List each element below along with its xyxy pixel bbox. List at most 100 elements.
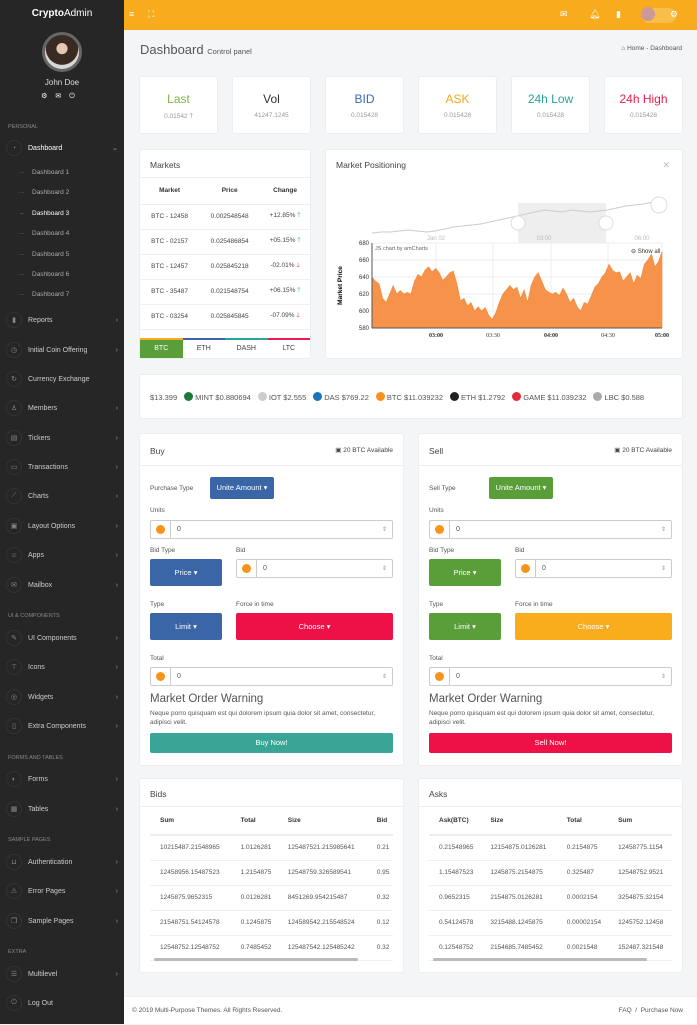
ticker-item[interactable]: DAS $769.22 xyxy=(313,392,369,402)
avatar[interactable] xyxy=(42,32,82,72)
sidebar-subitem[interactable]: ··· Dashboard 1 xyxy=(18,169,70,176)
bid_val-input[interactable]: 0 ⇕ xyxy=(236,559,393,578)
fullscreen-icon[interactable]: ⛶ xyxy=(148,9,155,19)
sidebar-item-members[interactable]: ♙ Members › xyxy=(6,399,118,417)
unit-type-dropdown[interactable]: Unite Amount ▾ xyxy=(210,477,274,499)
order-type-dropdown[interactable]: Limit ▾ xyxy=(150,613,222,640)
table-row[interactable]: 12548752.12548752 0.7485452 125487542.1254… xyxy=(150,935,393,961)
order-type-dropdown[interactable]: Limit ▾ xyxy=(429,613,501,640)
tab-eth[interactable]: ETH xyxy=(182,338,225,358)
sidebar-subitem[interactable]: ··· Dashboard 4 xyxy=(18,230,70,238)
table-row[interactable]: 0.54124578 3215488.1245875 0.00002154 12457… xyxy=(429,910,672,936)
sidebar-item-multilevel[interactable]: ☰ Multilevel › xyxy=(6,965,118,983)
force-in-time-dropdown[interactable]: Choose ▾ xyxy=(515,613,672,640)
tab-dash[interactable]: DASH xyxy=(225,338,268,358)
table-row[interactable]: 21548751.54124578 0.1245875 124589542.2155… xyxy=(150,910,393,936)
sidebar-item-widgets[interactable]: ◎ Widgets › xyxy=(6,688,118,706)
menu-toggle-icon[interactable]: ≡ xyxy=(129,9,135,19)
sidebar-item-dashboard[interactable]: ◔ Dashboard ⌄ xyxy=(6,139,118,157)
units_val-input[interactable]: 0 ⇕ xyxy=(150,520,393,539)
ticker-item[interactable]: $13.399 xyxy=(150,392,178,402)
tab-ltc[interactable]: LTC xyxy=(267,338,310,358)
ticker-item[interactable]: ETH $1.2792 xyxy=(450,392,505,402)
close-icon[interactable]: ✕ xyxy=(662,160,670,170)
spinner-icon[interactable]: ⇕ xyxy=(661,566,667,572)
table-row[interactable]: BTC - 02157 0.025486854 +05.15% 🡑 xyxy=(140,229,310,255)
breadcrumb-home[interactable]: Home xyxy=(627,45,645,52)
sidebar-item-tickers[interactable]: ▤ Tickers › xyxy=(6,429,118,447)
notification-bell-icon[interactable]: 🔔︎ xyxy=(589,9,601,19)
table-row[interactable]: 10215487.21548965 1.0126281 125487521.2159… xyxy=(150,835,393,861)
sidebar-item-apps[interactable]: ☺ Apps › xyxy=(6,546,118,564)
horizontal-scrollbar[interactable] xyxy=(154,958,358,961)
table-row[interactable]: BTC - 12458 0.002548548 +12.85% 🡑 xyxy=(140,204,310,230)
settings-gear-icon[interactable]: ⚙ xyxy=(670,9,679,19)
spinner-icon[interactable]: ⇕ xyxy=(382,674,388,680)
units_val-input[interactable]: 0 ⇕ xyxy=(429,520,672,539)
sidebar-subitem[interactable]: ··· Dashboard 5 xyxy=(18,250,70,258)
total_val-input[interactable]: 0 ⇕ xyxy=(429,667,672,686)
sidebar-subitem[interactable]: ··· Dashboard 7 xyxy=(18,291,70,299)
settings-icon[interactable]: ⚙ xyxy=(41,93,56,100)
sidebar-item-initial-coin-offering[interactable]: ◷ Initial Coin Offering › xyxy=(6,341,118,359)
horizontal-scrollbar[interactable] xyxy=(433,958,647,961)
purchase-link[interactable]: Purchase Now xyxy=(640,1007,683,1014)
sidebar-item-sample-pages[interactable]: ❐ Sample Pages › xyxy=(6,912,118,930)
ticker-item[interactable]: GAME $11.039232 xyxy=(512,392,586,402)
sidebar-item-currency-exchange[interactable]: ↻ Currency Exchange xyxy=(6,370,118,388)
buy-now-button[interactable]: Buy Now! xyxy=(150,733,393,753)
table-row[interactable]: BTC - 03254 0.025845845 -07.09% 🡓 xyxy=(140,304,310,330)
buy-card: Buy ▣ 20 BTC Available Purchase Type Uni… xyxy=(139,433,404,766)
sidebar-item-authentication[interactable]: ⊔ Authentication › xyxy=(6,853,118,871)
tab-btc[interactable]: BTC xyxy=(140,338,183,358)
spinner-icon[interactable]: ⇕ xyxy=(661,527,667,533)
faq-link[interactable]: FAQ xyxy=(618,1007,632,1014)
mail-icon[interactable]: ✉ xyxy=(560,9,568,19)
show-all-button[interactable]: ⊖ Show all xyxy=(631,249,660,255)
bid_val-input[interactable]: 0 ⇕ xyxy=(515,559,672,578)
force-in-time-dropdown[interactable]: Choose ▾ xyxy=(236,613,393,640)
sidebar-subitem[interactable]: ··· Dashboard 2 xyxy=(18,189,70,197)
sidebar-item-mailbox[interactable]: ✉ Mailbox › xyxy=(6,576,118,594)
bid-type-dropdown[interactable]: Price ▾ xyxy=(429,559,501,586)
sidebar-item-error-pages[interactable]: ⚠ Error Pages › xyxy=(6,882,118,900)
table-row[interactable]: 1.15487523 1245875.2154875 0.325487 1254875… xyxy=(429,860,672,886)
ticker-item[interactable]: LBC $0.588 xyxy=(593,392,644,402)
sidebar-item-log-out[interactable]: ⏻ Log Out xyxy=(6,994,118,1012)
chat-icon[interactable]: ▮ xyxy=(616,9,621,19)
sidebar-item-charts[interactable]: ⟋ Charts › xyxy=(6,487,118,505)
unit-type-dropdown[interactable]: Unite Amount ▾ xyxy=(489,477,553,499)
table-row[interactable]: 12458956.15487523 1.2154875 12548759.32658… xyxy=(150,860,393,886)
sell-now-button[interactable]: Sell Now! xyxy=(429,733,672,753)
sidebar-item-ui-components[interactable]: ✎ UI Components › xyxy=(6,629,118,647)
sidebar-subitem[interactable]: ··· Dashboard 6 xyxy=(18,271,70,278)
sidebar-item-extra-components[interactable]: ▯ Extra Components › xyxy=(6,717,118,735)
table-row[interactable]: BTC - 35487 0.021548754 +06.15% 🡑 xyxy=(140,279,310,305)
sidebar-item-tables[interactable]: ▦ Tables › xyxy=(6,800,118,818)
spinner-icon[interactable]: ⇕ xyxy=(382,566,388,572)
sidebar-item-transactions[interactable]: ▭ Transactions › xyxy=(6,458,118,476)
sidebar-item-forms[interactable]: ◐ Forms › xyxy=(6,770,118,788)
mail-icon[interactable]: ✉ xyxy=(55,93,70,100)
market-chart[interactable]: Jan 02 03:00 06:00 580 600 620 640 660 680 03:00 0… xyxy=(326,178,684,358)
total_val-input[interactable]: 0 ⇕ xyxy=(150,667,393,686)
bid-type-dropdown[interactable]: Price ▾ xyxy=(150,559,222,586)
sidebar-item-icons[interactable]: ⊤ Icons › xyxy=(6,658,118,676)
table-row[interactable]: 0.12548752 2154685.7485452 0.0021548 152487… xyxy=(429,935,672,961)
ticker-item[interactable]: MINT $0.880694 xyxy=(184,392,251,402)
spinner-icon[interactable]: ⇕ xyxy=(661,674,667,680)
table-row[interactable]: 0.21548965 12154875.0126281 0.2154875 12458… xyxy=(429,835,672,861)
user-avatar[interactable] xyxy=(641,7,655,21)
table-row[interactable]: 1245875.9652315 0.0126281 8451269.95421548… xyxy=(150,885,393,911)
table-row[interactable]: 0.9652315 2154875.0126281 0.0002154 3254875… xyxy=(429,885,672,911)
bitcoin-icon xyxy=(242,564,251,573)
power-icon[interactable]: ⏻ xyxy=(69,93,83,100)
ticker-item[interactable]: BTC $11.039232 xyxy=(375,392,443,402)
spinner-icon[interactable]: ⇕ xyxy=(382,527,388,533)
table-row[interactable]: BTC - 12457 0.025845218 -02.01% 🡓 xyxy=(140,254,310,280)
brand-logo[interactable]: CryptoAdmin xyxy=(31,8,93,19)
sidebar-subitem[interactable]: → Dashboard 3 xyxy=(18,209,70,217)
ticker-item[interactable]: IOT $2.555 xyxy=(257,392,306,402)
sidebar-item-layout-options[interactable]: ▣ Layout Options › xyxy=(6,517,118,535)
sidebar-item-reports[interactable]: ▮ Reports › xyxy=(6,311,118,329)
